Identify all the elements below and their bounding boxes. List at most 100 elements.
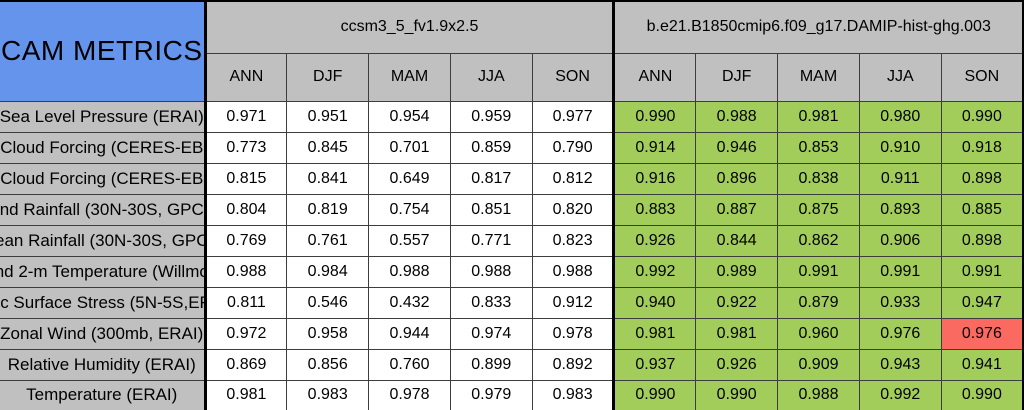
metric-value-cell: 0.820 [531, 193, 615, 226]
metric-label-text: Cloud Forcing (CERES-EB [0, 137, 204, 157]
metric-value-cell: 0.992 [858, 379, 942, 410]
metric-row: Temperature (ERAI) 0.981 0.983 0.978 0.979 0.… [0, 379, 1024, 410]
metric-value-cell: 0.811 [203, 286, 288, 319]
metric-value-cell: 0.992 [612, 255, 697, 288]
metric-value-cell: 0.976 [940, 317, 1024, 350]
metric-value-cell: 0.879 [777, 286, 860, 319]
metric-label: Relative Humidity (ERAI) [0, 348, 207, 381]
metric-value-cell: 0.701 [368, 131, 451, 164]
metric-value-cell: 0.885 [940, 193, 1024, 226]
metric-value-cell: 0.988 [695, 100, 779, 133]
metric-value-cell: 0.869 [203, 348, 288, 381]
metric-row: Zonal Wind (300mb, ERAI) 0.972 0.958 0.944 0… [0, 317, 1024, 350]
metric-row: Cloud Forcing (CERES-EB 0.815 0.841 0.649 0.… [0, 162, 1024, 195]
metric-label-text: fic Surface Stress (5N-5S,ER [0, 292, 204, 312]
metric-value-cell: 0.898 [940, 224, 1024, 257]
metric-value-cell: 0.940 [612, 286, 697, 319]
metric-value-cell: 0.819 [286, 193, 370, 226]
season-header-son-2: SON [940, 52, 1024, 102]
metric-label-text: Cloud Forcing (CERES-EB [0, 168, 204, 188]
metric-label-text: nd 2-m Temperature (Willmo [0, 261, 204, 281]
metric-value-cell: 0.978 [368, 379, 451, 410]
metric-value-cell: 0.989 [695, 255, 779, 288]
metric-value-cell: 0.972 [203, 317, 288, 350]
metric-value-cell: 0.761 [286, 224, 370, 257]
metric-value-cell: 0.991 [940, 255, 1024, 288]
metric-value-cell: 0.960 [777, 317, 860, 350]
metric-value-cell: 0.851 [449, 193, 533, 226]
metric-label: ean Rainfall (30N-30S, GPC [0, 224, 207, 257]
model2-header: b.e21.B1850cmip6.f09_g17.DAMIP-hist-ghg.… [612, 0, 1024, 54]
metric-label: Cloud Forcing (CERES-EB [0, 162, 207, 195]
metric-value-cell: 0.875 [777, 193, 860, 226]
metric-value-cell: 0.906 [858, 224, 942, 257]
metric-value-cell: 0.887 [695, 193, 779, 226]
metric-value-cell: 0.910 [858, 131, 942, 164]
metric-value-cell: 0.981 [695, 317, 779, 350]
metric-value-cell: 0.990 [612, 100, 697, 133]
metric-value-cell: 0.790 [531, 131, 615, 164]
metric-value-cell: 0.946 [695, 131, 779, 164]
metric-label: nd 2-m Temperature (Willmo [0, 255, 207, 288]
metric-value-cell: 0.817 [449, 162, 533, 195]
metric-row: Sea Level Pressure (ERAI) 0.971 0.951 0.954… [0, 100, 1024, 133]
metric-value-cell: 0.958 [286, 317, 370, 350]
metric-value-cell: 0.804 [203, 193, 288, 226]
metric-label-text: Temperature (ERAI) [26, 385, 178, 404]
metric-value-cell: 0.991 [777, 255, 860, 288]
metric-value-cell: 0.896 [695, 162, 779, 195]
metric-label: nd Rainfall (30N-30S, GPC [0, 193, 207, 226]
metric-value-cell: 0.893 [858, 193, 942, 226]
metric-value-cell: 0.557 [368, 224, 451, 257]
metric-value-cell: 0.649 [368, 162, 451, 195]
metric-value-cell: 0.990 [940, 379, 1024, 410]
metric-value-cell: 0.773 [203, 131, 288, 164]
metric-value-cell: 0.926 [612, 224, 697, 257]
metric-label-text: Zonal Wind (300mb, ERAI) [0, 323, 204, 343]
metric-row: nd Rainfall (30N-30S, GPC 0.804 0.819 0.754… [0, 193, 1024, 226]
metric-value-cell: 0.941 [940, 348, 1024, 381]
metric-value-cell: 0.951 [286, 100, 370, 133]
season-header-ann-2: ANN [612, 52, 697, 102]
metric-value-cell: 0.899 [449, 348, 533, 381]
metric-value-cell: 0.916 [612, 162, 697, 195]
metric-value-cell: 0.988 [449, 255, 533, 288]
metric-value-cell: 0.918 [940, 131, 1024, 164]
metric-value-cell: 0.838 [777, 162, 860, 195]
metric-value-cell: 0.954 [368, 100, 451, 133]
model1-header: ccsm3_5_fv1.9x2.5 [203, 0, 615, 54]
metric-label-text: Sea Level Pressure (ERAI) [0, 106, 204, 126]
metric-value-cell: 0.841 [286, 162, 370, 195]
metric-value-cell: 0.926 [695, 348, 779, 381]
metric-value-cell: 0.974 [449, 317, 533, 350]
metric-value-cell: 0.977 [531, 100, 615, 133]
season-header-jja-1: JJA [449, 52, 533, 102]
model-header-row: CAM METRICS ccsm3_5_fv1.9x2.5 b.e21.B185… [0, 0, 1024, 102]
season-header-son-1: SON [531, 52, 615, 102]
metric-value-cell: 0.754 [368, 193, 451, 226]
metric-value-cell: 0.859 [449, 131, 533, 164]
metric-value-cell: 0.990 [695, 379, 779, 410]
metric-value-cell: 0.978 [531, 317, 615, 350]
metric-value-cell: 0.898 [940, 162, 1024, 195]
metric-value-cell: 0.971 [203, 100, 288, 133]
metric-value-cell: 0.981 [612, 317, 697, 350]
season-header-djf-1: DJF [286, 52, 370, 102]
metrics-body: Sea Level Pressure (ERAI) 0.971 0.951 0.954… [0, 100, 1024, 410]
metric-label: Cloud Forcing (CERES-EB [0, 131, 207, 164]
metric-value-cell: 0.912 [531, 286, 615, 319]
metric-row: ean Rainfall (30N-30S, GPC 0.769 0.761 0.55… [0, 224, 1024, 257]
metric-row: fic Surface Stress (5N-5S,ER 0.811 0.546 0.… [0, 286, 1024, 319]
metric-row: Cloud Forcing (CERES-EB 0.773 0.845 0.701 0.… [0, 131, 1024, 164]
metric-value-cell: 0.812 [531, 162, 615, 195]
metric-value-cell: 0.937 [612, 348, 697, 381]
metric-value-cell: 0.981 [203, 379, 288, 410]
metric-label-text: Relative Humidity (ERAI) [7, 354, 196, 374]
metric-label: Zonal Wind (300mb, ERAI) [0, 317, 207, 350]
metric-value-cell: 0.990 [612, 379, 697, 410]
metric-value-cell: 0.943 [858, 348, 942, 381]
metric-value-cell: 0.983 [531, 379, 615, 410]
season-header-mam-1: MAM [368, 52, 451, 102]
metric-value-cell: 0.844 [695, 224, 779, 257]
